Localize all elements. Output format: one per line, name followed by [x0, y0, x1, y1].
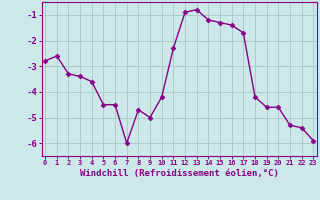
X-axis label: Windchill (Refroidissement éolien,°C): Windchill (Refroidissement éolien,°C) — [80, 169, 279, 178]
